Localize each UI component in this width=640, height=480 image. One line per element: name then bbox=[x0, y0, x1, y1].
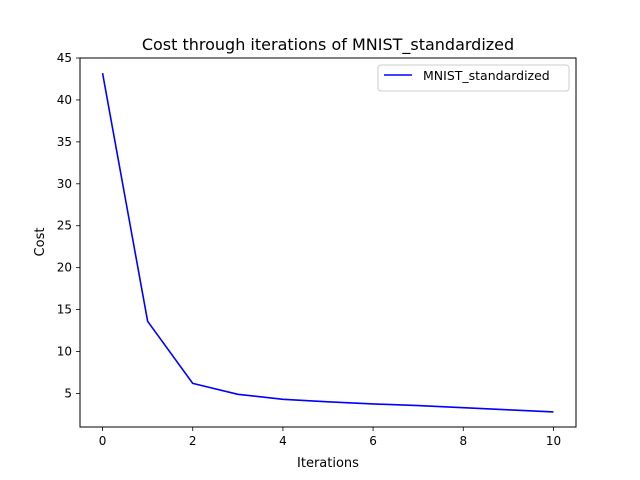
x-tick-label: 10 bbox=[546, 434, 561, 448]
y-tick-label: 40 bbox=[57, 93, 72, 107]
x-tick-label: 4 bbox=[279, 434, 287, 448]
ticks-layer: 0 2 4 6 8 10 5 10 15 20 25 30 35 40 45 bbox=[57, 51, 561, 448]
y-tick-label: 15 bbox=[57, 303, 72, 317]
y-tick-label: 10 bbox=[57, 345, 72, 359]
x-tick-label: 8 bbox=[459, 434, 467, 448]
y-axis-label: Cost bbox=[33, 228, 48, 257]
x-tick-label: 0 bbox=[99, 434, 107, 448]
y-tick-label: 20 bbox=[57, 261, 72, 275]
y-tick-label: 30 bbox=[57, 177, 72, 191]
legend: MNIST_standardized bbox=[377, 64, 570, 92]
y-tick-label: 5 bbox=[64, 386, 72, 400]
chart-title: Cost through iterations of MNIST_standar… bbox=[142, 35, 514, 55]
series-line-0 bbox=[101, 72, 554, 413]
x-axis-label: Iterations bbox=[297, 456, 359, 471]
series-layer bbox=[101, 72, 554, 413]
x-tick-label: 6 bbox=[369, 434, 377, 448]
legend-box bbox=[377, 64, 570, 92]
legend-entry-label: MNIST_standardized bbox=[423, 68, 550, 83]
y-tick-label: 25 bbox=[57, 219, 72, 233]
plot-frame bbox=[79, 57, 577, 428]
y-tick-label: 45 bbox=[57, 51, 72, 65]
x-tick-label: 2 bbox=[189, 434, 197, 448]
y-tick-label: 35 bbox=[57, 135, 72, 149]
